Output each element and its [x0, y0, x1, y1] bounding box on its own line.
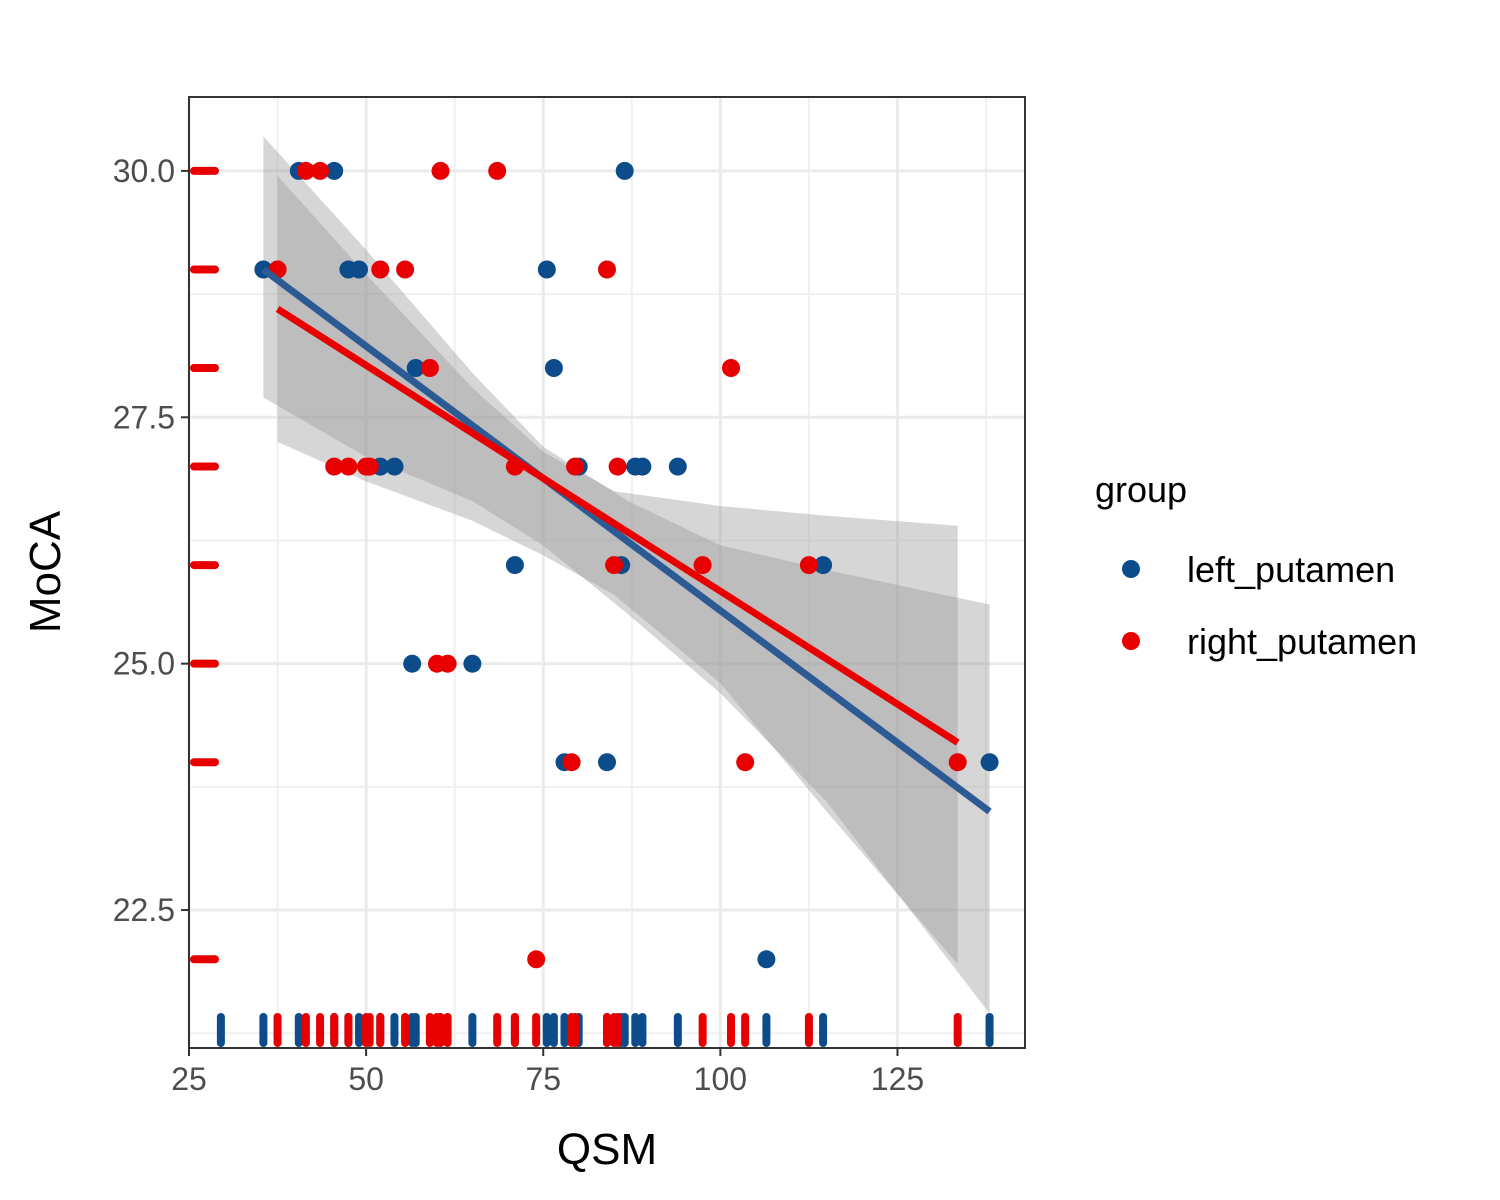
- legend: group left_putamen right_putamen: [1095, 469, 1417, 662]
- legend-key-right-putamen: [1122, 632, 1140, 650]
- ci-ribbon-left-putamen: [263, 136, 990, 1014]
- point-right-putamen: [488, 161, 507, 180]
- point-right-putamen: [598, 260, 616, 279]
- fit-lines: [261, 266, 992, 815]
- y-tick-label: 25.0: [113, 646, 175, 682]
- y-tick-label: 30.0: [113, 153, 175, 189]
- point-left-putamen: [668, 457, 687, 476]
- point-right-putamen: [339, 457, 358, 476]
- fit-line-right-putamen: [275, 305, 960, 746]
- point-right-putamen: [420, 359, 439, 377]
- point-left-putamen: [598, 753, 616, 772]
- legend-title: group: [1095, 469, 1187, 510]
- point-right-putamen: [736, 753, 755, 772]
- x-tick-label: 75: [525, 1061, 561, 1097]
- point-right-putamen: [360, 457, 379, 476]
- rug-marks: [190, 166, 994, 1047]
- point-left-putamen: [980, 753, 999, 772]
- point-left-putamen: [406, 359, 425, 377]
- y-axis: 22.5 25.0 27.5 30.0: [113, 153, 189, 928]
- point-left-putamen: [385, 457, 404, 476]
- x-tick-label: 25: [171, 1061, 207, 1097]
- point-left-putamen: [544, 359, 563, 377]
- point-right-putamen: [431, 161, 450, 180]
- x-tick-label: 125: [871, 1061, 924, 1097]
- panel-border: [188, 96, 1026, 1049]
- legend-label-right-putamen: right_putamen: [1187, 621, 1417, 662]
- point-right-putamen: [693, 556, 712, 575]
- x-tick-label: 50: [348, 1061, 384, 1097]
- point-left-putamen: [615, 161, 634, 180]
- point-right-putamen: [948, 753, 967, 772]
- x-axis: 25 50 75 100 125: [171, 1048, 924, 1097]
- legend-label-left-putamen: left_putamen: [1187, 549, 1395, 590]
- point-right-putamen: [311, 161, 330, 180]
- point-left-putamen: [403, 654, 422, 673]
- point-right-putamen: [325, 457, 344, 476]
- data-points: [254, 161, 999, 969]
- point-right-putamen: [296, 161, 315, 180]
- point-left-putamen: [350, 260, 368, 279]
- point-right-putamen: [799, 556, 818, 575]
- point-left-putamen: [633, 457, 652, 476]
- point-left-putamen: [537, 260, 556, 279]
- point-right-putamen: [562, 753, 581, 772]
- point-right-putamen: [608, 457, 627, 476]
- y-tick-label: 27.5: [113, 399, 175, 435]
- point-right-putamen: [722, 359, 740, 377]
- x-tick-label: 100: [694, 1061, 747, 1097]
- point-right-putamen: [605, 556, 624, 575]
- fit-line-left-putamen: [261, 266, 992, 815]
- point-right-putamen: [396, 260, 415, 279]
- point-left-putamen: [505, 556, 524, 575]
- x-axis-title: QSM: [557, 1125, 657, 1174]
- point-left-putamen: [325, 161, 344, 180]
- y-tick-label: 22.5: [113, 892, 175, 928]
- point-right-putamen: [527, 950, 546, 969]
- point-left-putamen: [814, 556, 833, 575]
- point-right-putamen: [566, 457, 585, 476]
- point-left-putamen: [463, 654, 482, 673]
- point-right-putamen: [371, 260, 390, 279]
- y-axis-title: MoCA: [21, 510, 70, 633]
- point-right-putamen: [438, 654, 457, 673]
- point-left-putamen: [757, 950, 776, 969]
- legend-key-left-putamen: [1122, 560, 1140, 578]
